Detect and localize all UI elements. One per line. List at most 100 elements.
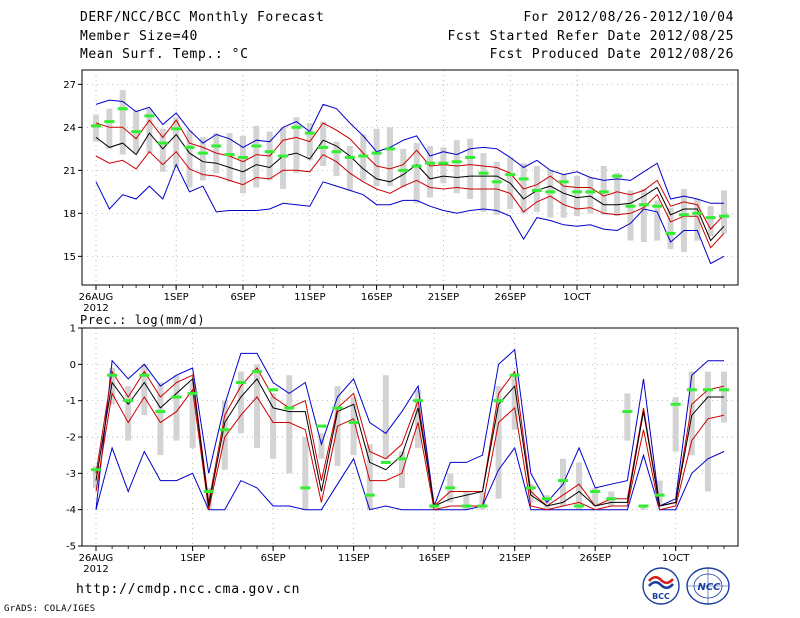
y-tick-label-5: 0	[70, 360, 76, 371]
spread-box-35	[560, 174, 567, 218]
median-marker-16	[304, 131, 315, 135]
spread-box-25	[495, 386, 502, 499]
plot-frame	[81, 327, 739, 547]
series-line-mean	[95, 132, 725, 242]
spread-box-12	[286, 375, 293, 474]
median-marker-43	[665, 231, 676, 235]
x-tick-label-1: 1SEP	[180, 553, 205, 564]
x-tick-label-3: 11SEP	[294, 292, 325, 303]
median-marker-19	[344, 155, 355, 159]
y-tick-label-1: 18	[63, 209, 76, 220]
median-marker-44	[678, 213, 689, 217]
spread-box-34	[547, 170, 554, 218]
series-line-lower	[95, 150, 725, 249]
spread-box-22	[386, 127, 393, 187]
median-marker-36	[670, 402, 681, 406]
chart-title: DERF/NCC/BCC Monthly Forecast	[80, 10, 325, 25]
median-marker-2	[123, 399, 134, 403]
median-marker-31	[505, 173, 516, 177]
spread-box-15	[293, 117, 300, 174]
spread-box-0	[93, 466, 99, 488]
x-tick-label-7: 1OCT	[563, 292, 591, 303]
x-tick-label-6: 26SEP	[495, 292, 526, 303]
y-tick-label-4: -1	[66, 396, 76, 407]
median-marker-14	[278, 154, 289, 158]
median-marker-12	[284, 406, 295, 410]
member-size: Member Size=40	[80, 29, 198, 44]
spread-box-19	[398, 451, 405, 488]
y-tick-label-0: 15	[63, 252, 76, 263]
median-marker-23	[398, 168, 409, 172]
spread-box-8	[221, 400, 228, 470]
spread-box-5	[173, 375, 180, 441]
median-marker-22	[384, 147, 395, 151]
median-marker-39	[612, 174, 623, 178]
median-marker-18	[331, 150, 342, 154]
spread-box-24	[479, 491, 486, 510]
median-marker-4	[155, 410, 166, 414]
spread-box-36	[672, 397, 679, 452]
forecast-period: For 2012/08/26-2012/10/04	[523, 10, 734, 25]
spread-box-26	[440, 147, 447, 184]
median-marker-26	[509, 373, 520, 377]
median-marker-41	[638, 203, 649, 207]
series-line-max	[95, 99, 724, 204]
median-marker-21	[371, 151, 382, 155]
spread-box-21	[373, 128, 380, 187]
spread-box-12	[253, 125, 260, 188]
spread-box-42	[654, 200, 661, 241]
ncc-logo-icon: NCC	[686, 567, 730, 605]
spread-box-7	[186, 130, 193, 188]
median-marker-27	[451, 160, 462, 164]
x-tick-label-2: 6SEP	[261, 553, 286, 564]
spread-box-16	[350, 397, 357, 456]
median-marker-9	[235, 381, 246, 384]
median-marker-39	[719, 388, 729, 392]
spread-box-2	[125, 386, 132, 441]
median-marker-20	[413, 399, 424, 403]
median-marker-10	[224, 153, 235, 157]
plot-frame	[81, 69, 739, 286]
median-marker-29	[478, 171, 489, 175]
median-marker-33	[531, 188, 542, 192]
series-line-min	[95, 446, 725, 511]
median-marker-13	[264, 150, 275, 154]
median-marker-34	[638, 504, 649, 508]
website-url[interactable]: http://cmdp.ncc.cma.gov.cn	[76, 582, 301, 597]
median-marker-33	[622, 410, 633, 414]
median-marker-2	[117, 107, 128, 111]
spread-box-28	[467, 138, 474, 199]
median-marker-28	[541, 497, 552, 501]
median-marker-0	[91, 124, 101, 128]
median-marker-23	[461, 504, 472, 508]
spread-box-11	[239, 135, 246, 194]
median-marker-37	[686, 388, 697, 392]
spread-box-29	[559, 458, 566, 507]
median-marker-8	[197, 151, 208, 155]
median-marker-27	[525, 486, 536, 490]
x-tick-label-5: 21SEP	[499, 553, 530, 564]
spread-box-14	[280, 127, 287, 189]
spread-box-30	[576, 462, 583, 510]
precip-label: Prec.: log(mm/d)	[80, 313, 205, 327]
median-marker-20	[358, 154, 369, 158]
x-tick-sublabel-0: 2012	[83, 303, 108, 314]
median-marker-15	[291, 125, 302, 129]
start-date: Fcst Started Refer Date 2012/08/25	[447, 29, 734, 44]
grads-credit: GrADS: COLA/IGES	[4, 604, 96, 614]
y-tick-label-2: -3	[66, 469, 76, 480]
spread-box-2	[119, 90, 126, 155]
spread-box-18	[382, 375, 389, 459]
x-tick-label-2: 6SEP	[230, 292, 255, 303]
y-tick-label-3: 24	[63, 123, 76, 134]
median-marker-30	[491, 180, 502, 184]
spread-box-3	[141, 364, 148, 416]
x-tick-label-0: 26AUG	[79, 292, 114, 303]
y-tick-label-3: -2	[66, 433, 76, 444]
spread-box-11	[270, 393, 277, 459]
y-tick-label-6: 1	[70, 324, 76, 335]
spread-box-46	[707, 206, 714, 237]
spread-box-26	[511, 375, 518, 430]
x-tick-label-3: 11SEP	[338, 553, 369, 564]
spread-box-18	[333, 141, 340, 177]
